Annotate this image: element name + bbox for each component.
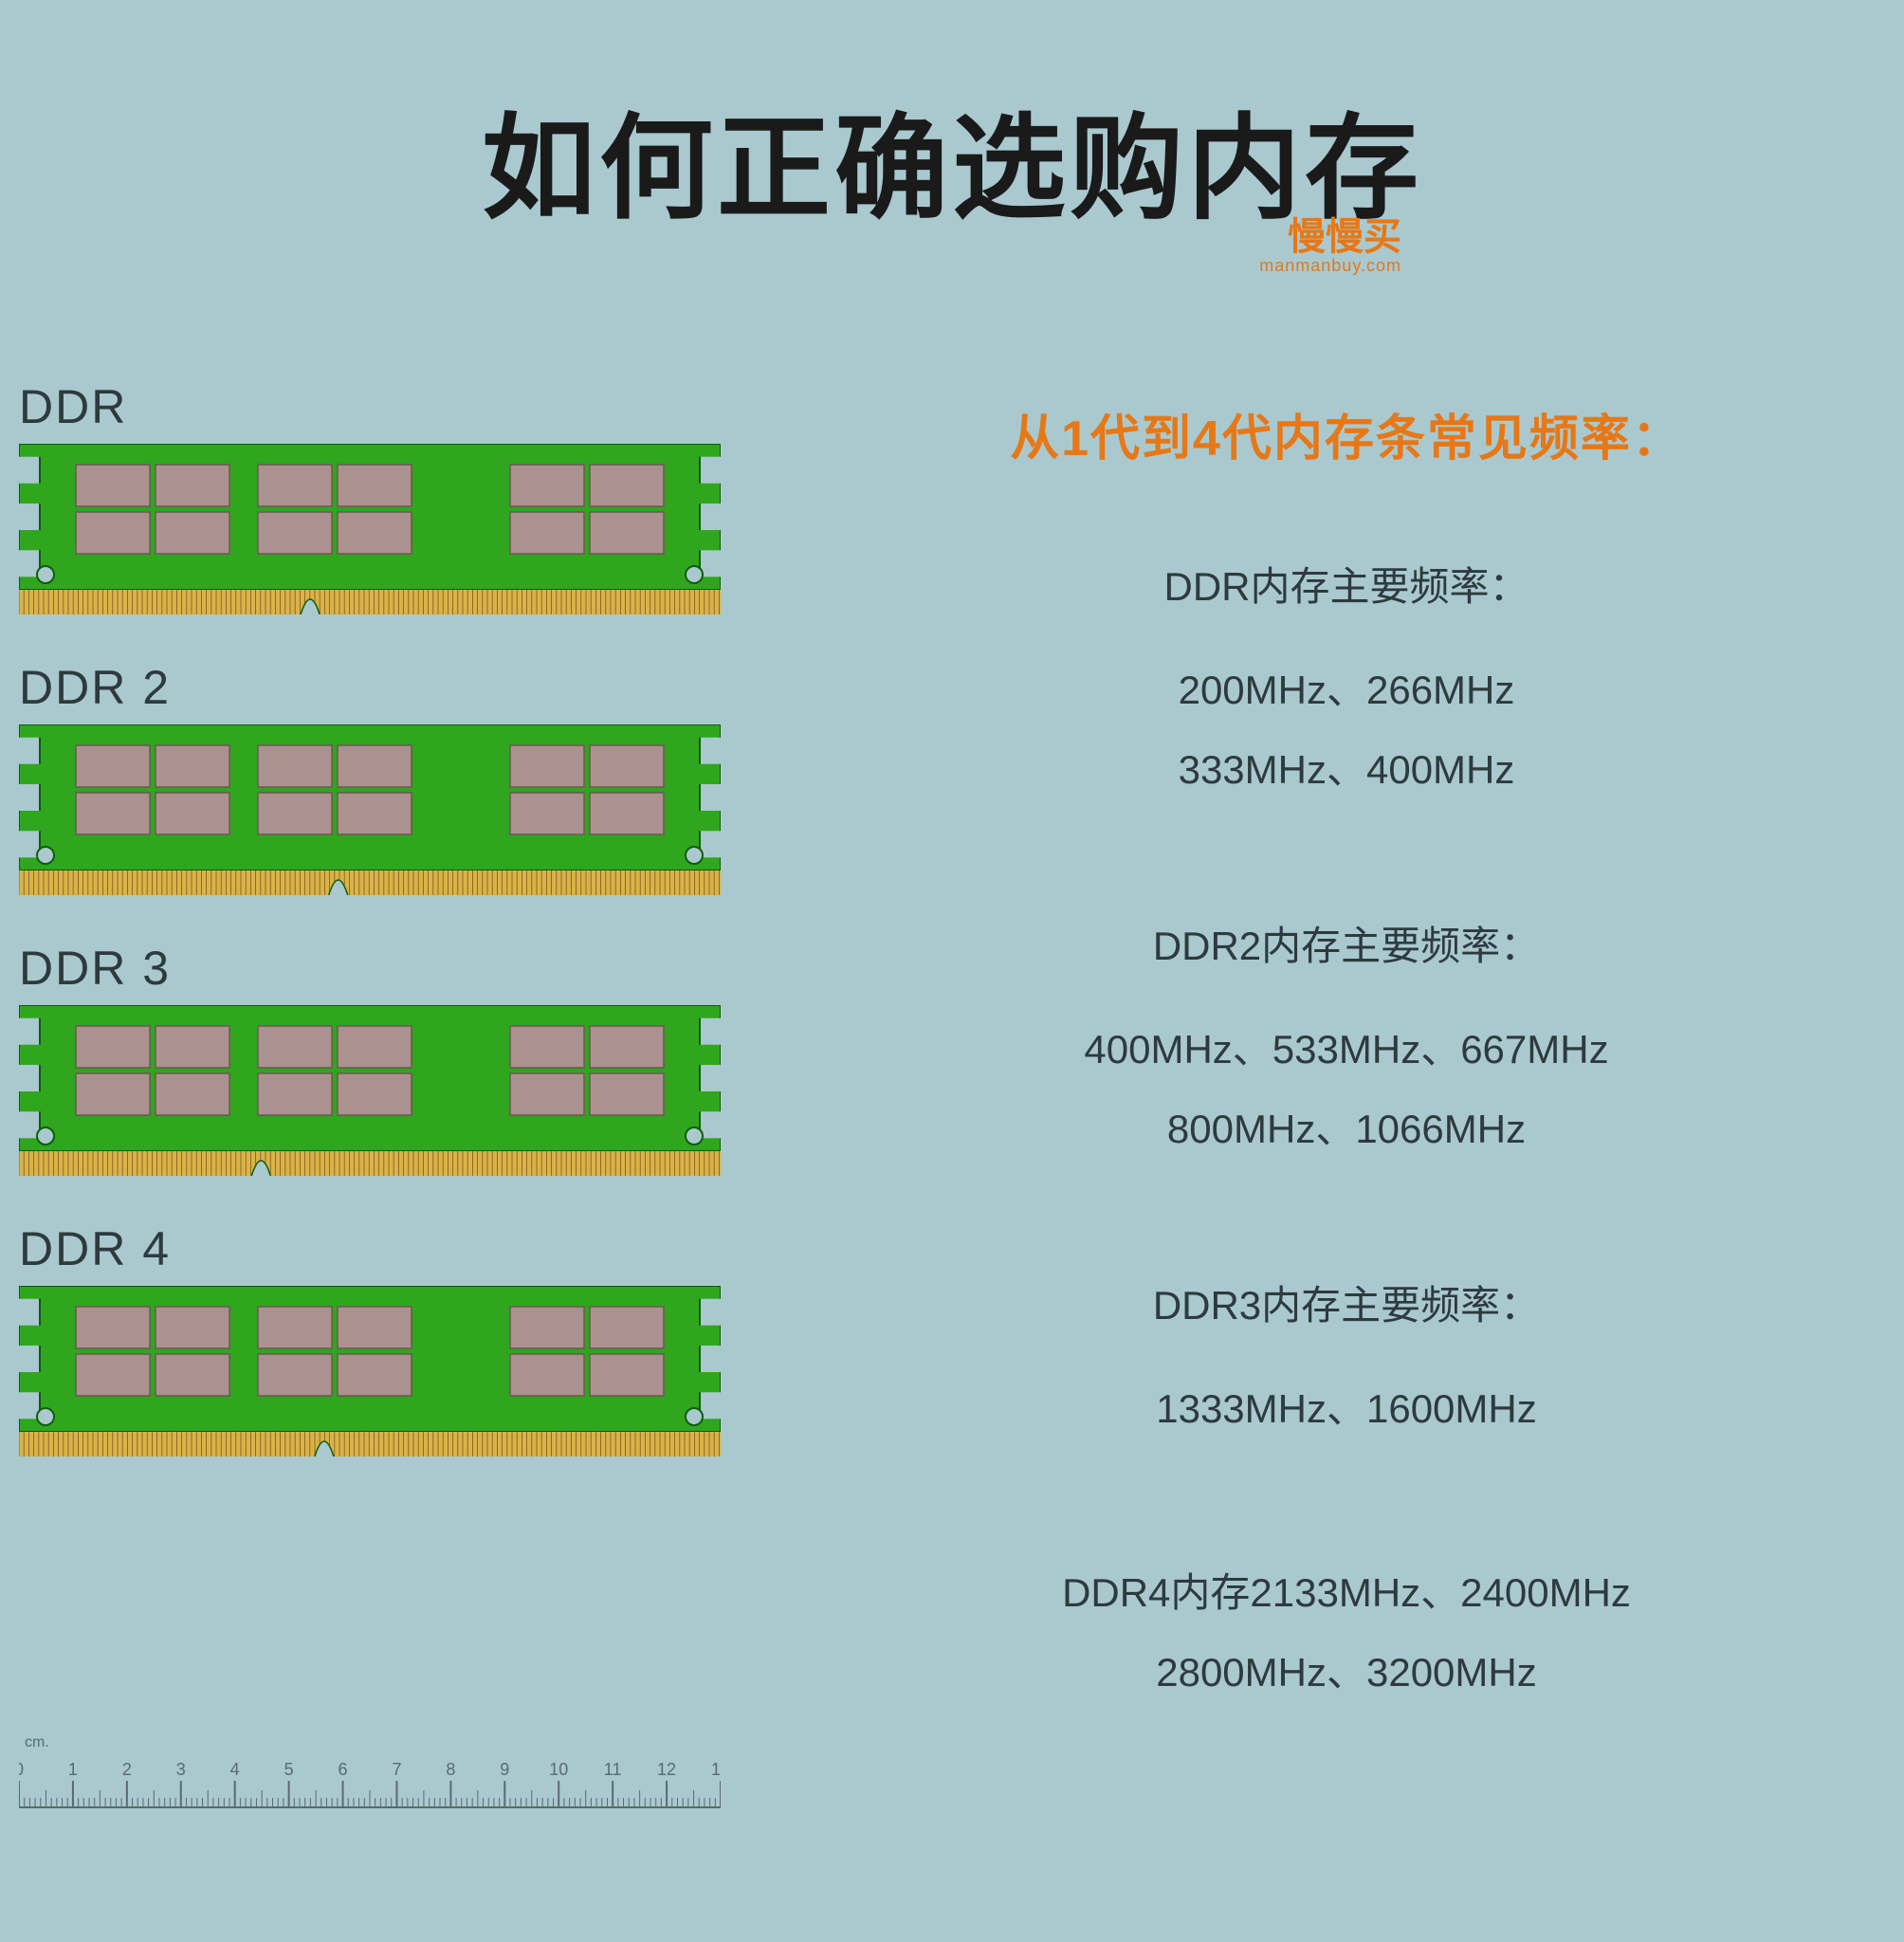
ram-label-ddr4: DDR 4 [19,1221,721,1276]
freq-line: DDR4内存2133MHz、2400MHz [815,1553,1877,1633]
svg-text:10: 10 [549,1760,568,1779]
svg-text:1: 1 [68,1760,78,1779]
ram-label-ddr3: DDR 3 [19,941,721,996]
svg-text:5: 5 [284,1760,294,1779]
ram-label-ddr2: DDR 2 [19,660,721,715]
freq-group-title: DDR2内存主要频率： [815,914,1877,972]
svg-text:8: 8 [446,1760,455,1779]
freq-group-title: DDR内存主要频率： [815,555,1877,613]
freq-group-2: DDR3内存主要频率： 1333MHz、1600MHz [815,1273,1877,1449]
freq-group-3: DDR4内存2133MHz、2400MHz2800MHz、3200MHz [815,1553,1877,1713]
ram-block-ddr3: DDR 3 [19,941,721,1176]
svg-text:9: 9 [500,1760,509,1779]
ram-module-ddr1 [19,444,721,614]
freq-line: 200MHz、266MHz [815,650,1877,730]
svg-text:0: 0 [19,1760,24,1779]
svg-text:7: 7 [392,1760,401,1779]
freq-line: 400MHz、533MHz、667MHz [815,1010,1877,1090]
svg-text:2: 2 [122,1760,132,1779]
freq-group-0: DDR内存主要频率： 200MHz、266MHz333MHz、400MHz [815,555,1877,810]
freq-line: 800MHz、1066MHz [815,1090,1877,1169]
freq-group-title: DDR3内存主要频率： [815,1273,1877,1331]
ram-label-ddr1: DDR [19,379,721,434]
frequency-heading: 从1代到4代内存条常见频率： [815,398,1877,469]
svg-text:13: 13 [711,1760,721,1779]
page-title: 如何正确选购内存 [0,76,1904,241]
svg-text:4: 4 [230,1760,240,1779]
ruler: cm.012345678910111213 [19,1733,721,1814]
ram-module-ddr2 [19,724,721,895]
svg-text:6: 6 [339,1760,348,1779]
svg-text:12: 12 [657,1760,676,1779]
frequency-column: 从1代到4代内存条常见频率： DDR内存主要频率： 200MHz、266MHz33… [815,398,1877,1817]
brand-name: 慢慢买 [1259,218,1401,256]
ram-module-ddr3 [19,1005,721,1176]
ram-block-ddr1: DDR [19,379,721,614]
brand-url: manmanbuy.com [1259,256,1401,276]
brand-badge: 慢慢买 manmanbuy.com [1259,218,1401,276]
ram-module-ddr4 [19,1286,721,1456]
svg-text:3: 3 [176,1760,186,1779]
ram-block-ddr4: DDR 4 [19,1221,721,1456]
ram-block-ddr2: DDR 2 [19,660,721,895]
svg-text:cm.: cm. [25,1734,49,1750]
ram-diagram-column: DDR DDR 2 DDR 3 DDR 4 [19,379,721,1502]
svg-text:11: 11 [604,1760,622,1779]
ruler-svg: cm.012345678910111213 [19,1733,721,1809]
freq-line: 1333MHz、1600MHz [815,1369,1877,1449]
freq-line: 333MHz、400MHz [815,730,1877,810]
freq-group-1: DDR2内存主要频率： 400MHz、533MHz、667MHz800MHz、10… [815,914,1877,1169]
freq-line: 2800MHz、3200MHz [815,1633,1877,1713]
